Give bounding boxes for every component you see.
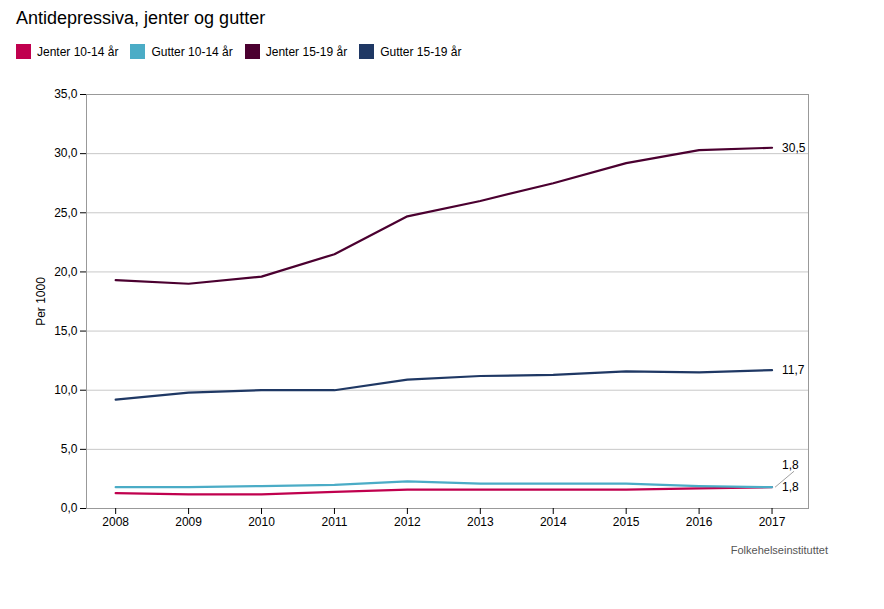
svg-text:0,0: 0,0 (61, 501, 78, 515)
svg-text:2010: 2010 (248, 515, 275, 529)
svg-text:20,0: 20,0 (54, 265, 78, 279)
svg-text:1,8: 1,8 (782, 458, 799, 472)
svg-text:2017: 2017 (759, 515, 786, 529)
svg-text:11,7: 11,7 (782, 363, 805, 377)
svg-text:2008: 2008 (102, 515, 129, 529)
svg-text:2009: 2009 (175, 515, 202, 529)
html-text:Folkehelseinstituttet: Folkehelseinstituttet (730, 544, 828, 556)
svg-text:2015: 2015 (613, 515, 640, 529)
html-text:Gutter 15-19 år: Gutter 15-19 år (380, 44, 462, 59)
svg-text:2013: 2013 (467, 515, 494, 529)
svg-text:35,0: 35,0 (54, 87, 78, 101)
svg-text:Per 1000: Per 1000 (34, 277, 48, 326)
html-text:Jenter 10-14 år: Jenter 10-14 år (37, 44, 119, 59)
svg-text:2014: 2014 (540, 515, 567, 529)
html-text:Antidepressiva, jenter og gutt: Antidepressiva, jenter og gutter (16, 8, 266, 28)
svg-text:2011: 2011 (322, 515, 348, 529)
html-text:Jenter 15-19 år: Jenter 15-19 år (265, 44, 348, 59)
svg-text:30,0: 30,0 (54, 146, 78, 160)
svg-text:5,0: 5,0 (61, 442, 78, 456)
svg-text:2016: 2016 (686, 515, 713, 529)
svg-text:15,0: 15,0 (54, 324, 78, 338)
svg-text:30,5: 30,5 (782, 141, 806, 155)
svg-text:25,0: 25,0 (54, 206, 78, 220)
svg-text:1,8: 1,8 (782, 480, 799, 494)
svg-text:2012: 2012 (394, 515, 421, 529)
svg-text:10,0: 10,0 (54, 383, 78, 397)
html-text:Gutter 10-14 år: Gutter 10-14 år (151, 44, 233, 59)
